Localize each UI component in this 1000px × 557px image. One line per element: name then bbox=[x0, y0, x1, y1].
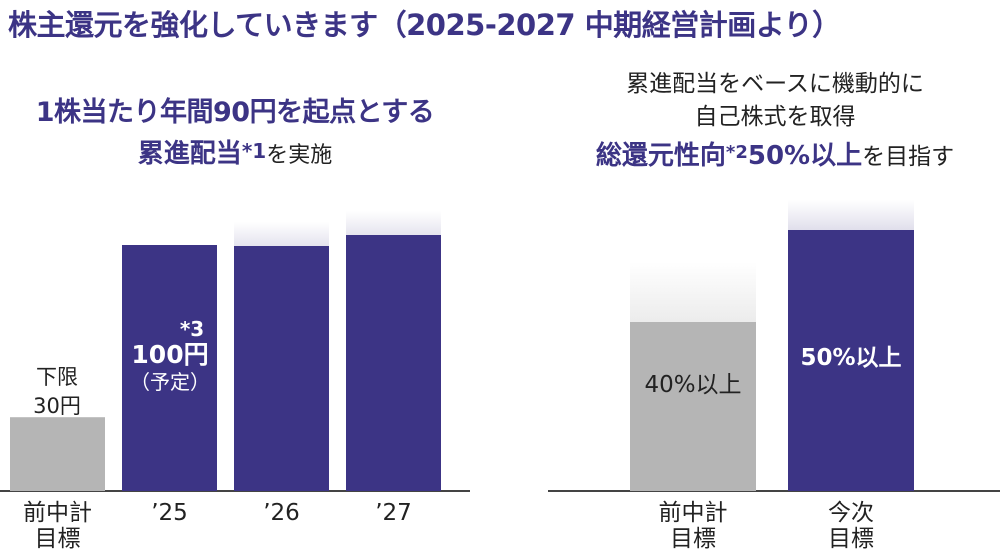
footnote-marker-3: *3 bbox=[180, 317, 204, 341]
dividend-bar-solid-3 bbox=[346, 235, 441, 491]
left-category-label-1: ’25 bbox=[151, 500, 188, 526]
right-heading-line1: 累進配当をベースに機動的に bbox=[626, 71, 924, 97]
target-percent-label: 50%以上 bbox=[747, 141, 863, 171]
dividend-bar-1 bbox=[122, 245, 217, 491]
page-title: 株主還元を強化していきます（2025-2027 中期経営計画より） bbox=[8, 8, 841, 42]
dividend-bar-0 bbox=[10, 417, 105, 491]
right-heading-line2: 自己株式を取得 bbox=[694, 104, 856, 130]
right-heading-suffix: を目指す bbox=[862, 144, 955, 170]
return-ratio-bar-1 bbox=[788, 230, 914, 491]
left-category-label-0: 前中計 目標 bbox=[23, 500, 92, 552]
bar-label-planned: （予定） bbox=[130, 370, 210, 394]
progressive-dividend-label: 累進配当 bbox=[137, 139, 242, 169]
right-category-label-1: 今次 目標 bbox=[828, 500, 874, 552]
return-ratio-bar-0 bbox=[630, 322, 756, 491]
dividend-bar-solid-2 bbox=[234, 246, 329, 491]
footnote-marker-2: *2 bbox=[725, 142, 748, 163]
left-heading-line2: 累進配当*1を実施 bbox=[0, 133, 470, 170]
bar-label-min: 下限 bbox=[36, 365, 78, 389]
left-heading-line1: 1株当たり年間90円を起点とする bbox=[35, 97, 435, 128]
bar-label-100yen: 100円 bbox=[131, 340, 208, 369]
right-category-label-0: 前中計 目標 bbox=[658, 500, 728, 552]
left-chart-heading: 1株当たり年間90円を起点とする 累進配当*1を実施 bbox=[0, 90, 470, 170]
left-category-label-2: ’26 bbox=[263, 500, 300, 526]
right-chart-heading: 累進配当をベースに機動的に 自己株式を取得 総還元性向*250%以上を目指す bbox=[550, 68, 1000, 174]
left-heading-suffix: を実施 bbox=[266, 143, 333, 168]
value-label-0: 40%以上 bbox=[644, 372, 741, 398]
left-category-label-3: ’27 bbox=[375, 500, 412, 526]
total-return-ratio-label: 総還元性向 bbox=[595, 141, 726, 171]
bar-label-30yen: 30円 bbox=[33, 394, 81, 418]
footnote-marker-1: *1 bbox=[241, 139, 267, 163]
value-label-1: 50%以上 bbox=[800, 345, 901, 371]
right-heading-line3: 総還元性向*250%以上を目指す bbox=[550, 136, 1000, 174]
